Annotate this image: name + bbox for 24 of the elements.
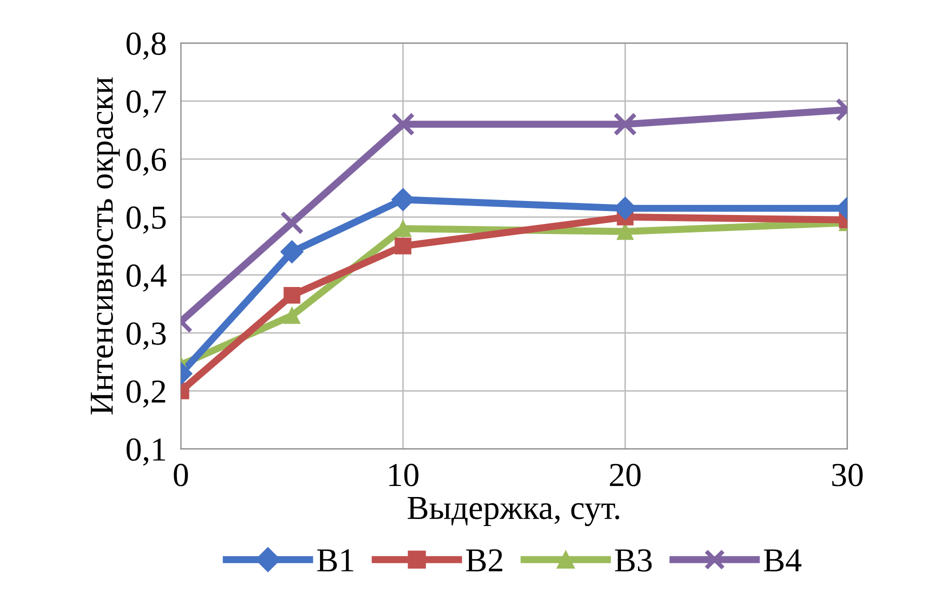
legend-label: B3	[615, 549, 652, 572]
point	[394, 238, 412, 254]
x-tick-label: 0	[174, 464, 188, 486]
legend-label: B2	[466, 549, 502, 572]
x-tick-label: 10	[389, 464, 418, 486]
y-tick-label: 0,5	[126, 206, 166, 234]
y-tick-label: 0,1	[126, 438, 165, 466]
x-tick-label: 30	[832, 464, 863, 486]
x-tick-label: 20	[610, 464, 641, 486]
y-tick-label: 0,4	[126, 264, 166, 292]
point	[280, 211, 304, 235]
y-tick-label: 0,7	[126, 90, 166, 118]
legend-label: B1	[317, 549, 354, 572]
y-tick-label: 0,3	[126, 322, 166, 350]
point	[280, 240, 304, 264]
y-tick-label: 0,8	[126, 32, 166, 60]
y-tick-label: 0,2	[126, 380, 166, 408]
x-axis-title: Выдержка, сут.	[408, 497, 620, 526]
y-axis-title: Интенсивность окраски	[90, 77, 120, 414]
legend-label: B4	[764, 549, 802, 572]
point	[391, 112, 415, 136]
point	[284, 307, 300, 324]
point	[284, 286, 300, 304]
y-tick-label: 0,6	[126, 148, 166, 176]
